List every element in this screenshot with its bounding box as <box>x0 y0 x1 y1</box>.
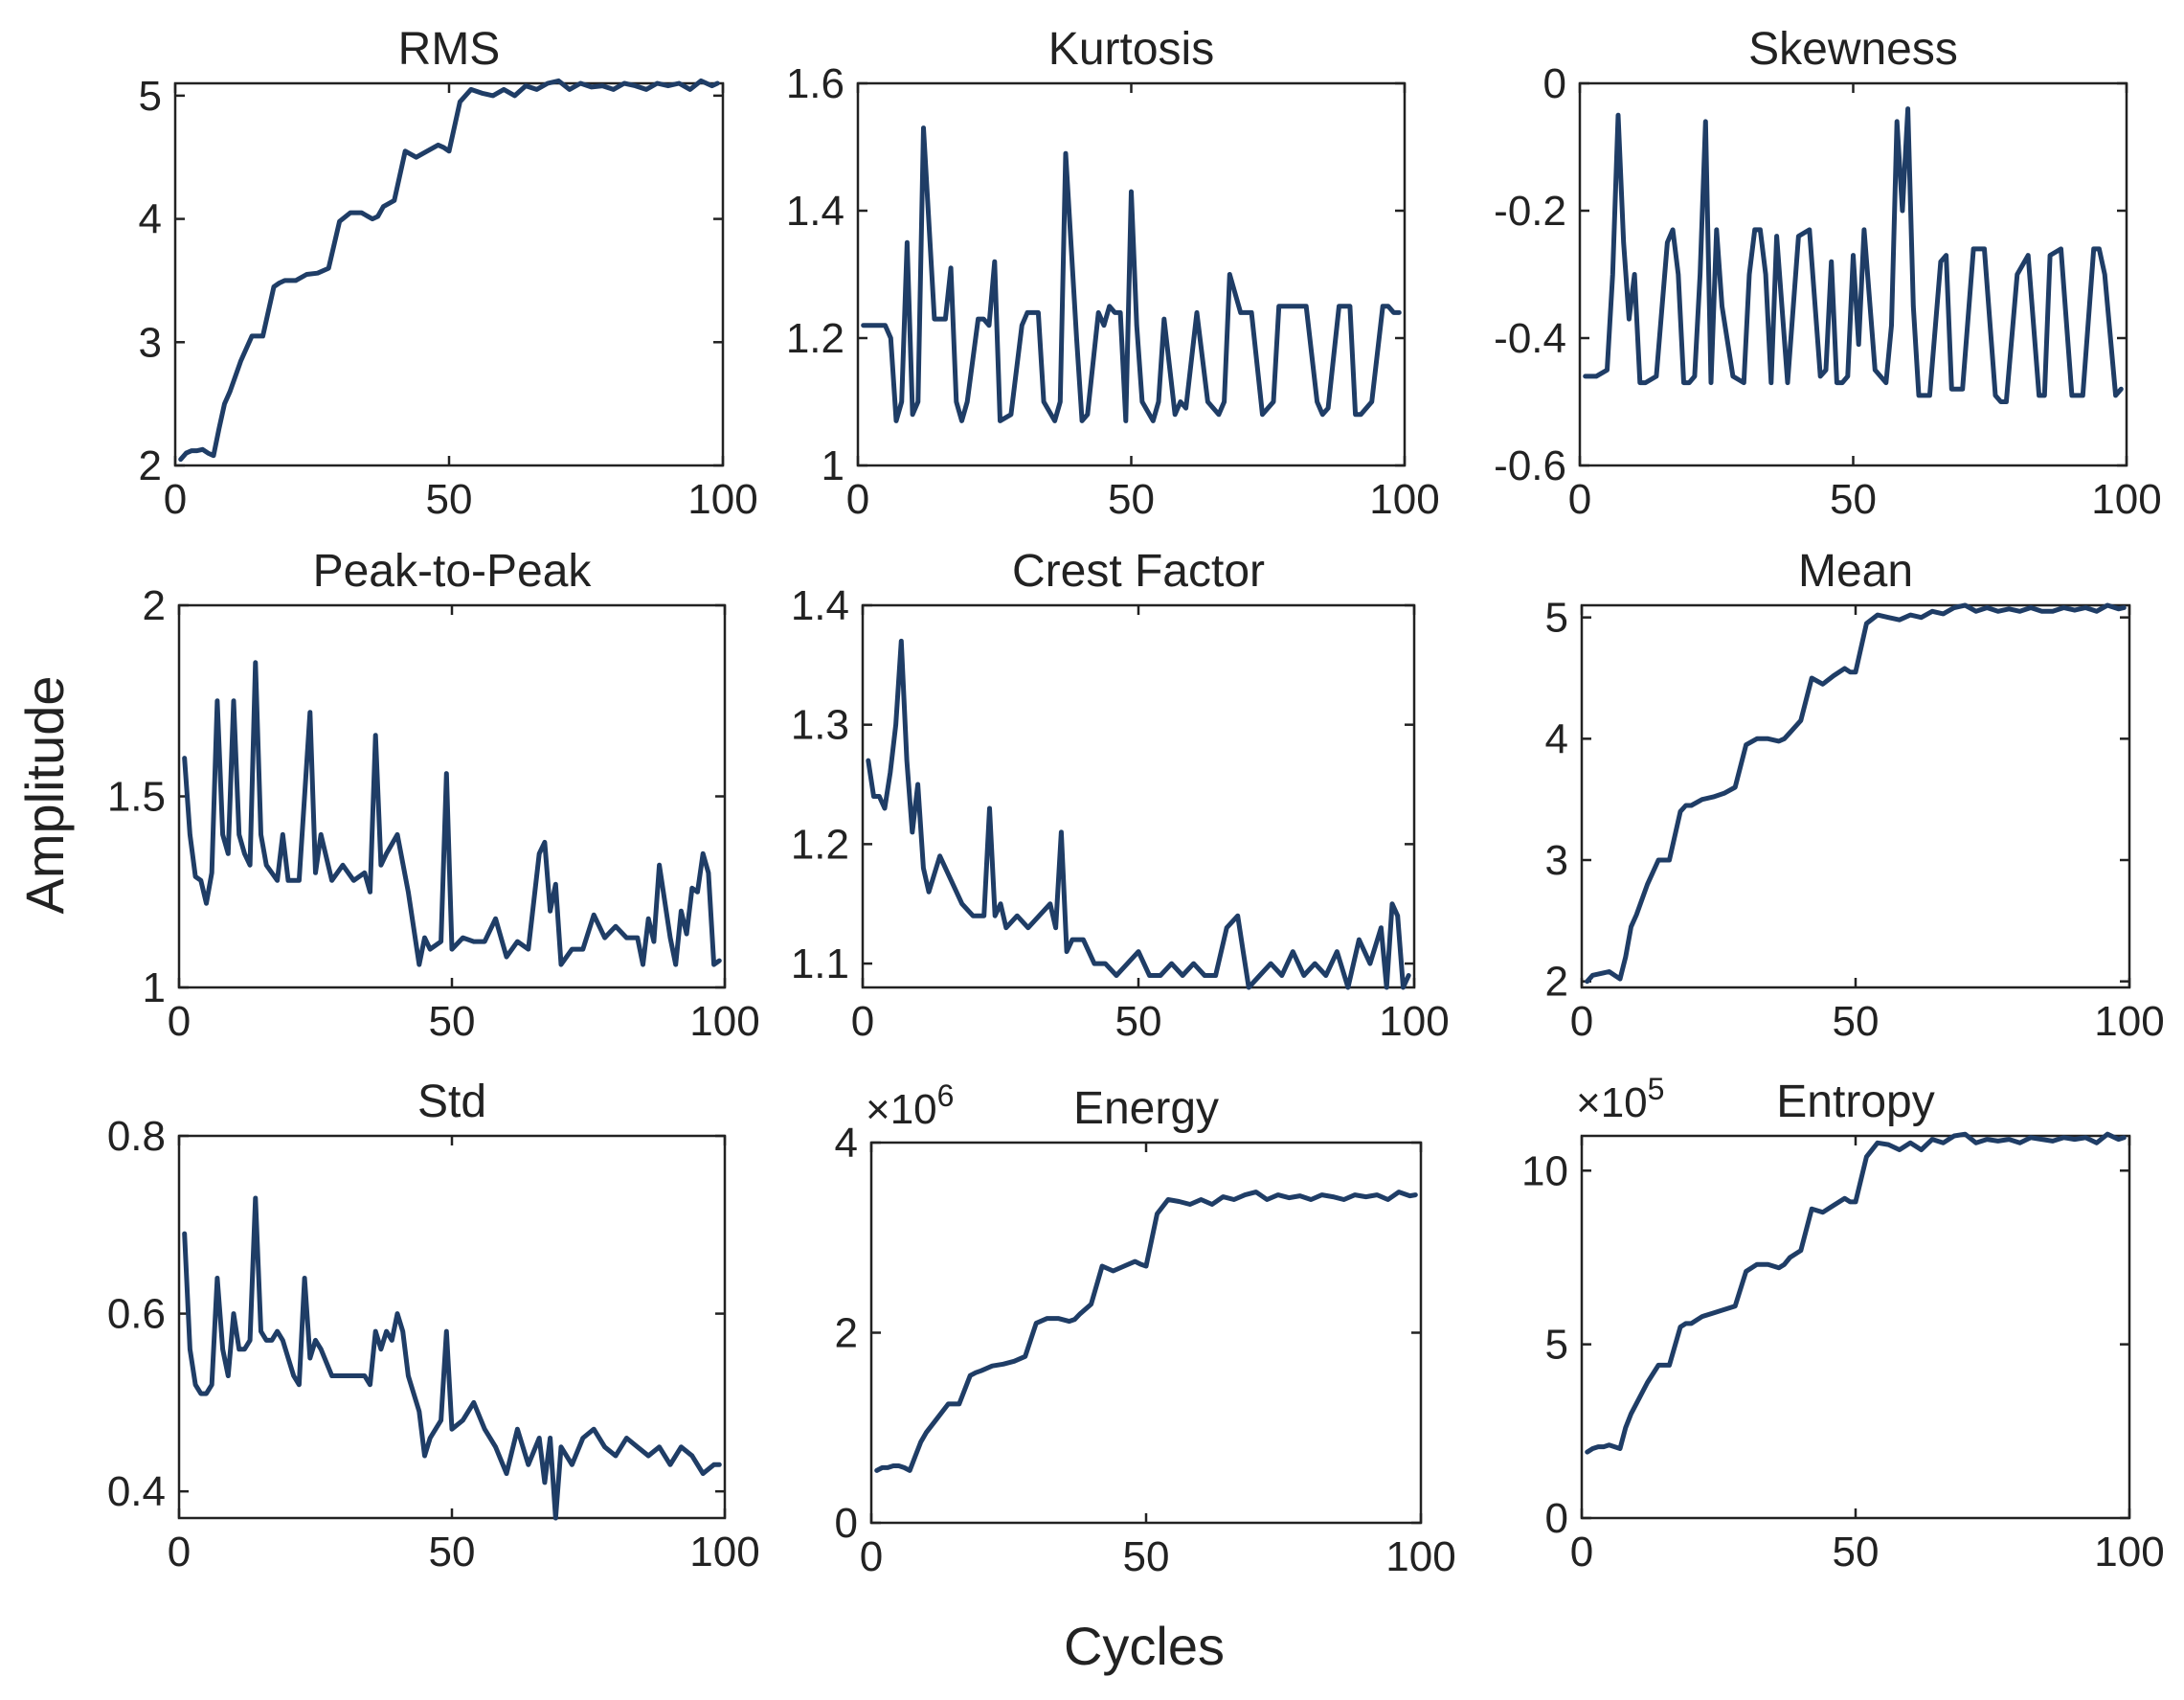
entropy-xtick-label: 100 <box>2094 1529 2164 1575</box>
mean-xtick-label: 50 <box>1833 998 1880 1045</box>
skewness-ytick-label: -0.6 <box>1494 442 1566 489</box>
subplot-skewness: 0 50 100 -0.6 -0.4 -0.2 0 Skewness <box>1494 24 2162 523</box>
crest-factor-series-line <box>866 638 1411 990</box>
rms-ytick-label: 3 <box>139 319 162 366</box>
kurtosis-xtick-label: 0 <box>846 476 869 523</box>
std-ytick-label: 0.6 <box>107 1291 166 1338</box>
skewness-xtick-label: 50 <box>1830 476 1877 523</box>
peak-to-peak-xtick-label: 50 <box>429 998 476 1045</box>
subplot-kurtosis: 0 50 100 1 1.2 1.4 1.6 Kurtosis <box>786 24 1440 523</box>
skewness-ytick-label: 0 <box>1543 60 1566 107</box>
crest-factor-ytick-label: 1.3 <box>791 702 849 749</box>
skewness-xtick-label: 0 <box>1568 476 1591 523</box>
mean-xtick-label: 0 <box>1570 998 1593 1045</box>
kurtosis-title: Kurtosis <box>1048 24 1214 75</box>
figure-x-axis-title: Cycles <box>1064 1616 1225 1676</box>
std-xtick-label: 50 <box>429 1529 476 1575</box>
peak-to-peak-ytick-label: 2 <box>143 582 166 629</box>
rms-ytick-label: 2 <box>139 442 162 489</box>
skewness-xtick-label: 100 <box>2091 476 2161 523</box>
figure-y-axis-title: Amplitude <box>14 675 75 914</box>
kurtosis-xtick-label: 50 <box>1108 476 1155 523</box>
std-series-line <box>182 1195 722 1521</box>
rms-title: RMS <box>398 24 501 75</box>
skewness-title: Skewness <box>1748 24 1958 75</box>
std-ytick-label: 0.4 <box>107 1468 166 1515</box>
mean-xtick-label: 100 <box>2094 998 2164 1045</box>
mean-series-line <box>1585 602 2127 985</box>
entropy-series-line <box>1585 1131 2127 1455</box>
subplot-entropy: 0 50 100 0 5 10 Entropy ×105 <box>1521 1072 2165 1575</box>
crest-factor-xtick-label: 0 <box>851 998 874 1045</box>
entropy-xtick-label: 0 <box>1570 1529 1593 1575</box>
kurtosis-ytick-label: 1.4 <box>786 188 844 235</box>
rms-ytick-label: 4 <box>139 196 162 243</box>
crest-factor-ytick-label: 1.2 <box>791 821 849 868</box>
subplot-rms: 0 50 100 2 3 4 5 RMS <box>139 24 758 523</box>
crest-factor-title: Crest Factor <box>1012 546 1265 597</box>
rms-xtick-label: 0 <box>164 476 187 523</box>
std-xtick-label: 100 <box>689 1529 759 1575</box>
crest-factor-xtick-label: 50 <box>1115 998 1162 1045</box>
rms-series-line <box>178 78 720 463</box>
rms-xtick-label: 50 <box>426 476 473 523</box>
kurtosis-ytick-label: 1.2 <box>786 315 844 362</box>
mean-ytick-label: 4 <box>1545 715 1568 762</box>
skewness-ytick-label: -0.2 <box>1494 188 1566 235</box>
mean-ytick-label: 2 <box>1545 959 1568 1006</box>
skewness-series-line <box>1583 106 2124 404</box>
energy-title: Energy <box>1073 1083 1219 1134</box>
subplot-crest-factor: 0 50 100 1.1 1.2 1.3 1.4 Crest Factor <box>791 546 1450 1045</box>
peak-to-peak-ytick-label: 1.5 <box>107 774 166 821</box>
entropy-ytick-label: 0 <box>1545 1495 1568 1542</box>
subplot-energy: 0 50 100 0 2 4 Energy ×106 <box>835 1078 1456 1580</box>
skewness-ytick-label: -0.4 <box>1494 315 1566 362</box>
entropy-title: Entropy <box>1776 1077 1934 1127</box>
kurtosis-ytick-label: 1.6 <box>786 60 844 107</box>
energy-ytick-label: 0 <box>835 1500 858 1547</box>
peak-to-peak-xtick-label: 100 <box>689 998 759 1045</box>
subplot-mean: 0 50 100 2 3 4 5 Mean <box>1545 546 2165 1045</box>
crest-factor-ytick-label: 1.4 <box>791 582 849 629</box>
std-ytick-label: 0.8 <box>107 1113 166 1160</box>
crest-factor-xtick-label: 100 <box>1379 998 1449 1045</box>
kurtosis-xtick-label: 100 <box>1369 476 1439 523</box>
peak-to-peak-series-line <box>182 660 722 967</box>
std-title: Std <box>417 1077 486 1127</box>
energy-xtick-label: 0 <box>860 1533 883 1580</box>
kurtosis-series-line <box>861 125 1402 423</box>
mean-ytick-label: 5 <box>1545 595 1568 642</box>
std-xtick-label: 0 <box>168 1529 191 1575</box>
energy-ytick-label: 2 <box>835 1310 858 1357</box>
mean-title: Mean <box>1798 546 1913 597</box>
kurtosis-ytick-label: 1 <box>822 442 844 489</box>
energy-ytick-label: 4 <box>835 1120 858 1167</box>
mean-ytick-label: 3 <box>1545 837 1568 884</box>
subplot-peak-to-peak: 0 50 100 1 1.5 2 Peak-to-Peak <box>107 546 760 1045</box>
entropy-ytick-label: 5 <box>1545 1322 1568 1369</box>
crest-factor-axes-frame <box>861 603 1416 989</box>
peak-to-peak-xtick-label: 0 <box>168 998 191 1045</box>
entropy-ytick-label: 10 <box>1521 1147 1568 1194</box>
energy-series-line <box>874 1190 1418 1473</box>
energy-xtick-label: 100 <box>1385 1533 1455 1580</box>
peak-to-peak-title: Peak-to-Peak <box>313 546 593 597</box>
energy-exponent-label: ×106 <box>866 1078 954 1133</box>
subplot-std: 0 50 100 0.4 0.6 0.8 Std <box>107 1077 760 1575</box>
rms-ytick-label: 5 <box>139 73 162 120</box>
crest-factor-ytick-label: 1.1 <box>791 941 849 987</box>
energy-xtick-label: 50 <box>1123 1533 1170 1580</box>
peak-to-peak-ytick-label: 1 <box>143 964 166 1011</box>
rms-xtick-label: 100 <box>687 476 757 523</box>
entropy-exponent-label: ×105 <box>1576 1072 1664 1126</box>
entropy-xtick-label: 50 <box>1833 1529 1880 1575</box>
